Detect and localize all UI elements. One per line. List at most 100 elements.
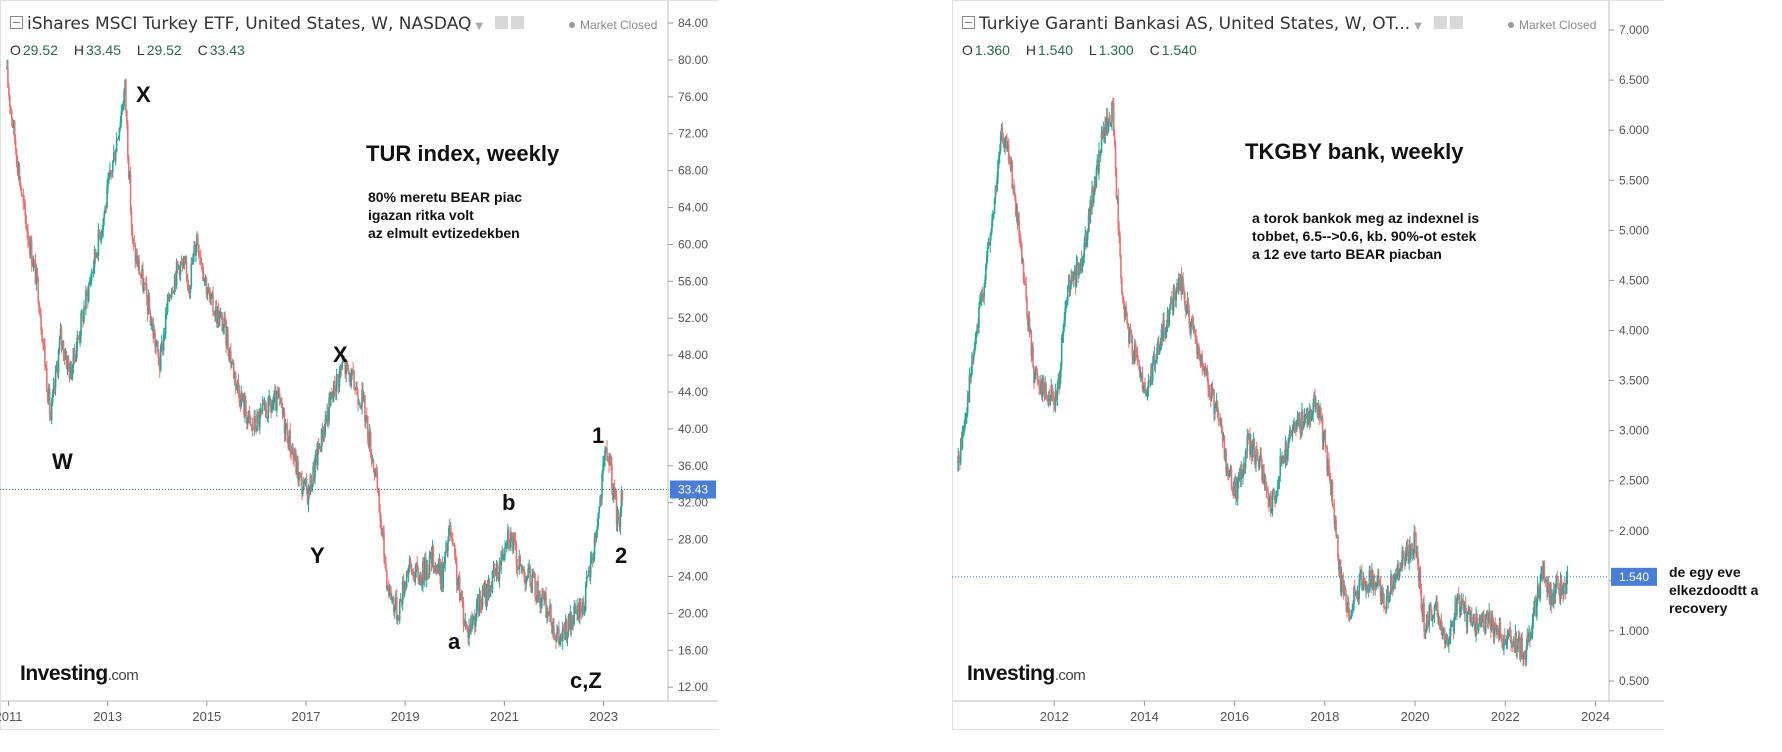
gear-icon[interactable] xyxy=(511,15,525,29)
candle-body xyxy=(101,229,104,234)
candle-body xyxy=(44,345,46,366)
candle-body xyxy=(447,541,449,552)
candle-body xyxy=(129,174,132,211)
candle-body xyxy=(1127,323,1129,329)
candle-body xyxy=(1518,635,1521,654)
candle-body xyxy=(1112,102,1115,136)
candle-body xyxy=(1213,389,1215,414)
candle-body xyxy=(1214,405,1217,407)
candle-body xyxy=(456,584,459,586)
collapse-icon[interactable] xyxy=(10,15,23,29)
candle-body xyxy=(182,261,185,266)
candle-body xyxy=(321,428,324,442)
candle-body xyxy=(199,256,202,263)
candle-body xyxy=(399,599,402,602)
candle-body xyxy=(565,621,568,639)
candle-body xyxy=(1216,401,1219,411)
collapse-icon[interactable] xyxy=(962,15,975,29)
candle-body xyxy=(1560,578,1563,596)
candle-body xyxy=(265,409,268,419)
settings-icon[interactable] xyxy=(1433,15,1447,29)
candle-body xyxy=(192,253,194,265)
candle-body xyxy=(558,628,560,645)
candle-body xyxy=(1503,634,1505,650)
candle-body xyxy=(1444,640,1447,644)
gear-icon[interactable] xyxy=(1449,15,1463,29)
candle-body xyxy=(1269,495,1272,513)
candle-body xyxy=(36,268,39,279)
candle-body xyxy=(1115,168,1118,198)
tur-open-value: 29.52 xyxy=(22,42,58,58)
candle-body xyxy=(330,395,332,400)
candle-body xyxy=(401,581,404,605)
candle-body xyxy=(563,629,566,640)
candle-body xyxy=(390,586,392,600)
candle-body xyxy=(380,520,382,530)
candle-body xyxy=(260,410,263,412)
candle-body xyxy=(1397,567,1399,578)
candle-body xyxy=(1511,642,1513,644)
candle-body xyxy=(314,459,316,478)
candle-body xyxy=(479,595,482,605)
candle-body xyxy=(1384,608,1387,610)
wave-label-1: 1 xyxy=(592,423,605,448)
candle-body xyxy=(304,478,307,481)
candle-body xyxy=(1105,116,1108,136)
candle-body xyxy=(209,295,212,300)
candle-body xyxy=(1086,232,1089,240)
candle-body xyxy=(1262,465,1264,480)
chevron-down-icon[interactable]: ▼ xyxy=(1414,21,1422,32)
candle-body xyxy=(1431,613,1433,621)
candle-body xyxy=(1110,122,1112,126)
candle-body xyxy=(316,450,318,466)
candle-body xyxy=(99,235,102,241)
candle-body xyxy=(972,353,975,361)
candle-body xyxy=(1034,367,1037,376)
candle-body xyxy=(1190,326,1192,334)
candle-body xyxy=(1399,562,1402,571)
candle-body xyxy=(1479,617,1482,627)
candle-body xyxy=(1079,258,1082,272)
candle-body xyxy=(1504,640,1507,644)
candle-body xyxy=(308,486,311,495)
candle-body xyxy=(1552,596,1554,604)
candle-body xyxy=(1339,560,1342,592)
settings-icon[interactable] xyxy=(495,15,509,29)
candle-body xyxy=(1482,614,1484,623)
candle-body xyxy=(1428,605,1431,625)
candle-body xyxy=(138,259,140,275)
candle-body xyxy=(18,165,21,183)
candle-body xyxy=(1374,582,1377,588)
candle-body xyxy=(988,244,991,246)
candle-body xyxy=(1236,482,1238,500)
candle-body xyxy=(562,627,565,630)
candle-body xyxy=(1051,384,1053,397)
candle-body xyxy=(1098,150,1100,174)
candle-body xyxy=(86,290,88,292)
candle-body xyxy=(1401,551,1404,568)
y-tick-label: 64.00 xyxy=(678,201,708,215)
candle-body xyxy=(26,228,28,233)
candle-body xyxy=(432,546,435,570)
candle-body xyxy=(1263,476,1266,484)
candle-body xyxy=(1109,121,1112,126)
candle-body xyxy=(959,438,962,463)
y-tick-label: 5.000 xyxy=(1619,223,1649,237)
candle-body xyxy=(1438,618,1441,623)
candle-body xyxy=(1073,272,1075,280)
candle-body xyxy=(320,428,323,452)
candle-body xyxy=(1542,565,1545,577)
candle-body xyxy=(255,428,257,431)
wave-label-x2: X xyxy=(333,342,348,367)
candle-body xyxy=(80,313,82,336)
candle-body xyxy=(230,351,232,364)
candle-body xyxy=(433,569,436,572)
candle-body xyxy=(76,336,79,350)
chevron-down-icon[interactable]: ▼ xyxy=(475,21,484,32)
y-tick-label: 3.500 xyxy=(1619,374,1649,388)
candle-body xyxy=(1514,632,1517,652)
candle-body xyxy=(1437,618,1440,620)
candle-body xyxy=(1033,367,1035,383)
candle-body xyxy=(461,598,464,605)
candle-body xyxy=(1134,343,1136,359)
